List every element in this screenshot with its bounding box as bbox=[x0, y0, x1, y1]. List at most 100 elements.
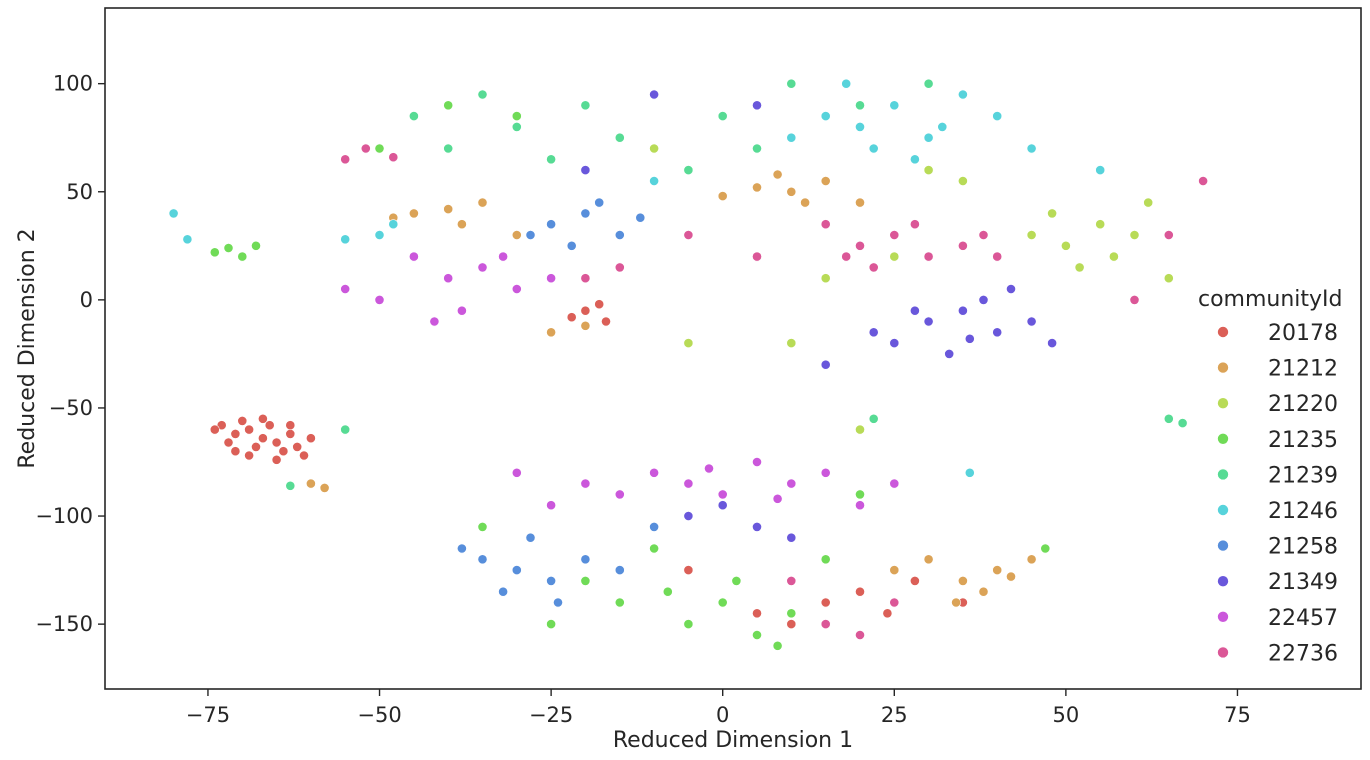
data-point-22457-16 bbox=[614, 489, 625, 500]
data-point-21258-12 bbox=[580, 554, 591, 565]
data-point-21220-14 bbox=[683, 338, 694, 348]
data-point-21235-21 bbox=[1040, 543, 1051, 554]
data-point-20178-21 bbox=[594, 299, 605, 310]
data-point-20178-8 bbox=[278, 446, 289, 457]
data-point-20178-17 bbox=[244, 450, 254, 461]
data-point-21239-4 bbox=[443, 143, 454, 154]
y-tick-label: 0 bbox=[80, 288, 93, 312]
data-point-21212-23 bbox=[772, 169, 783, 180]
data-point-22736-20 bbox=[1163, 230, 1174, 240]
data-point-21220-9 bbox=[958, 176, 968, 186]
data-point-20178-31 bbox=[882, 608, 893, 619]
data-point-21258-2 bbox=[614, 230, 625, 240]
data-point-20178-18 bbox=[285, 420, 296, 431]
data-point-21235-14 bbox=[477, 522, 488, 532]
data-point-21239-3 bbox=[717, 111, 728, 121]
data-point-21235-15 bbox=[731, 576, 742, 586]
data-point-22457-1 bbox=[477, 262, 488, 273]
data-point-20178-24 bbox=[820, 597, 831, 608]
data-point-21246-19 bbox=[649, 176, 659, 186]
data-point-21258-4 bbox=[594, 197, 605, 208]
data-point-20178-11 bbox=[292, 441, 303, 452]
data-point-20178-4 bbox=[271, 437, 282, 448]
data-point-21212-1 bbox=[443, 204, 454, 214]
data-point-21258-7 bbox=[511, 565, 522, 575]
data-point-21239-7 bbox=[477, 89, 488, 100]
legend-marker-21246 bbox=[1217, 504, 1229, 516]
data-point-21212-18 bbox=[951, 597, 961, 608]
data-point-21220-1 bbox=[1095, 219, 1106, 230]
legend-marker-20178 bbox=[1217, 326, 1229, 338]
data-point-20178-6 bbox=[237, 415, 248, 426]
data-point-21239-0 bbox=[511, 122, 522, 132]
data-point-21212-21 bbox=[319, 482, 330, 493]
data-point-22736-2 bbox=[923, 251, 934, 262]
x-tick-label: 50 bbox=[1053, 703, 1080, 727]
data-point-21258-15 bbox=[456, 543, 467, 554]
data-point-20178-12 bbox=[209, 424, 220, 435]
data-point-21212-12 bbox=[958, 576, 968, 586]
data-point-22736-3 bbox=[958, 240, 968, 251]
data-point-22736-14 bbox=[388, 152, 399, 163]
data-point-21220-10 bbox=[649, 143, 659, 154]
plot-frame bbox=[104, 7, 1362, 690]
data-point-22457-17 bbox=[580, 478, 591, 489]
data-point-21239-18 bbox=[923, 78, 934, 89]
data-point-21212-22 bbox=[800, 197, 810, 208]
data-point-21220-0 bbox=[1061, 240, 1071, 251]
data-point-21220-5 bbox=[1143, 197, 1154, 208]
data-point-20178-23 bbox=[601, 316, 611, 327]
data-point-20178-25 bbox=[855, 586, 865, 597]
legend-label-21212: 21212 bbox=[1268, 357, 1338, 382]
data-point-21258-3 bbox=[566, 240, 577, 251]
data-point-21258-1 bbox=[580, 208, 591, 219]
data-point-21239-15 bbox=[285, 480, 296, 491]
data-point-21220-15 bbox=[855, 424, 865, 435]
data-point-22457-11 bbox=[683, 478, 694, 489]
legend-marker-21349 bbox=[1217, 575, 1229, 588]
data-point-22736-10 bbox=[580, 273, 591, 284]
data-point-21239-14 bbox=[868, 413, 879, 424]
data-point-21246-16 bbox=[182, 234, 193, 245]
y-tick-label: −100 bbox=[35, 504, 93, 528]
data-point-20178-20 bbox=[580, 305, 591, 316]
data-point-21212-15 bbox=[1006, 571, 1016, 582]
data-point-21235-9 bbox=[580, 576, 591, 586]
data-point-21239-12 bbox=[1163, 413, 1174, 424]
x-tick-label: −50 bbox=[357, 703, 401, 727]
data-point-21220-8 bbox=[923, 165, 934, 175]
legend-label-21235: 21235 bbox=[1268, 428, 1338, 453]
data-point-21220-7 bbox=[1026, 230, 1037, 240]
data-point-22736-9 bbox=[992, 251, 1003, 262]
data-point-22736-15 bbox=[855, 630, 865, 640]
data-point-20178-28 bbox=[786, 619, 797, 629]
data-point-22736-12 bbox=[340, 154, 351, 165]
data-point-21349-4 bbox=[978, 294, 989, 305]
data-point-21246-14 bbox=[340, 234, 351, 245]
data-point-21258-9 bbox=[477, 554, 488, 565]
data-point-21235-6 bbox=[752, 630, 762, 640]
data-point-21246-4 bbox=[958, 89, 968, 100]
data-point-21246-13 bbox=[388, 219, 399, 230]
data-point-21349-12 bbox=[683, 511, 694, 521]
data-point-21349-6 bbox=[910, 305, 920, 316]
plot-points bbox=[168, 78, 1208, 651]
data-point-21258-5 bbox=[525, 230, 536, 240]
data-point-21235-20 bbox=[374, 143, 385, 154]
data-point-21235-1 bbox=[237, 251, 248, 262]
data-point-21349-11 bbox=[964, 333, 975, 344]
data-point-21235-11 bbox=[772, 640, 783, 651]
data-point-22457-0 bbox=[443, 273, 454, 284]
data-point-21258-13 bbox=[649, 522, 659, 532]
data-point-21349-17 bbox=[752, 100, 762, 111]
data-point-21246-9 bbox=[841, 78, 852, 89]
data-point-22457-9 bbox=[340, 284, 351, 294]
data-point-21235-2 bbox=[209, 247, 220, 258]
data-point-22457-3 bbox=[408, 251, 419, 262]
x-tick-label: 75 bbox=[1224, 703, 1251, 727]
data-point-21246-0 bbox=[855, 122, 865, 132]
data-point-21212-14 bbox=[978, 586, 989, 597]
legend-items: 20178 21212 21220 21235 21239 21246 21258 21349… bbox=[1217, 321, 1338, 666]
data-point-22736-18 bbox=[786, 576, 797, 586]
data-point-22736-1 bbox=[889, 230, 900, 240]
